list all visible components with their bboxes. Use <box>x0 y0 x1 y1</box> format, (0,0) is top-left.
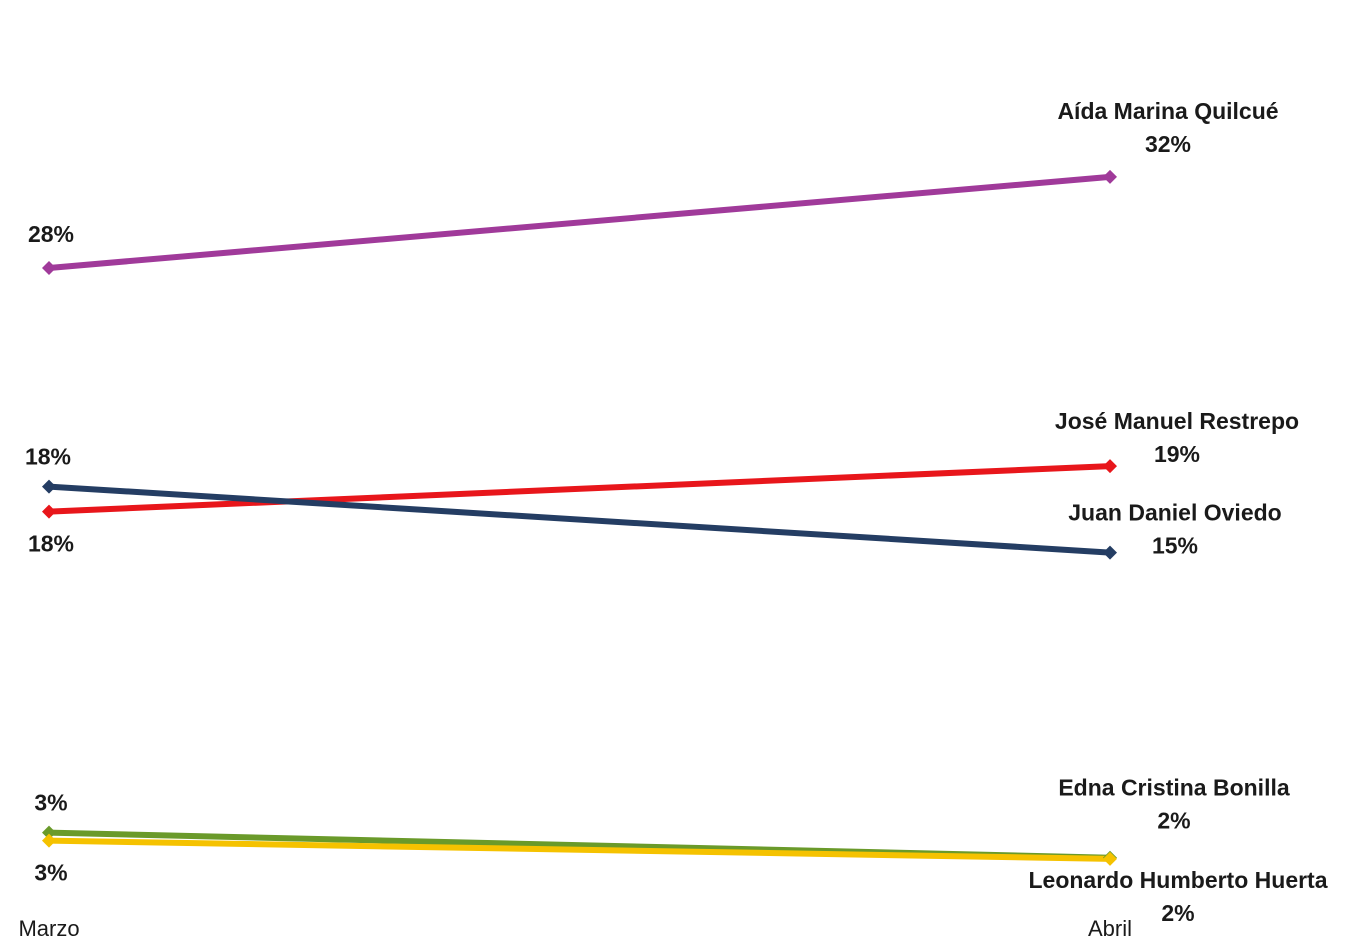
marker-juan-daniel-oviedo-abril <box>1103 545 1117 560</box>
series-line-jose-manuel-restrepo <box>48 463 1111 515</box>
marker-leonardo-humberto-huerta-marzo <box>42 833 56 848</box>
marker-aida-marina-quilcue-abril <box>1103 169 1117 184</box>
value-label-jose-manuel-restrepo-abril: 19% <box>1154 441 1200 467</box>
value-label-edna-cristina-bonilla-abril: 2% <box>1157 808 1190 834</box>
series-line-leonardo-humberto-huerta <box>48 837 1111 862</box>
series-name-jose-manuel-restrepo: José Manuel Restrepo <box>1055 408 1299 434</box>
series-markers <box>42 169 1117 866</box>
value-label-leonardo-humberto-huerta-marzo: 3% <box>34 860 67 886</box>
series-line-aida-marina-quilcue <box>48 173 1111 271</box>
marker-edna-cristina-bonilla-marzo <box>42 825 56 840</box>
series-name-edna-cristina-bonilla: Edna Cristina Bonilla <box>1058 775 1290 801</box>
series-name-leonardo-humberto-huerta: Leonardo Humberto Huerta <box>1028 867 1327 893</box>
data-labels: 28% Aída Marina Quilcué 32% 18% José Manuel … <box>25 98 1328 926</box>
value-label-edna-cristina-bonilla-marzo: 3% <box>34 790 67 816</box>
marker-jose-manuel-restrepo-marzo <box>42 504 56 519</box>
value-label-aida-marina-quilcue-abril: 32% <box>1145 131 1191 157</box>
value-label-juan-daniel-oviedo-marzo: 18% <box>25 444 71 470</box>
series-name-aida-marina-quilcue: Aída Marina Quilcué <box>1057 98 1278 124</box>
marker-leonardo-humberto-huerta-abril <box>1103 851 1117 866</box>
value-label-juan-daniel-oviedo-abril: 15% <box>1152 533 1198 559</box>
x-axis-ticks: Marzo Abril <box>18 916 1132 941</box>
series-line-juan-daniel-oviedo <box>48 483 1111 556</box>
x-tick-abril: Abril <box>1088 916 1132 941</box>
marker-aida-marina-quilcue-marzo <box>42 260 56 275</box>
marker-juan-daniel-oviedo-marzo <box>42 479 56 494</box>
marker-jose-manuel-restrepo-abril <box>1103 459 1117 474</box>
x-tick-marzo: Marzo <box>18 916 79 941</box>
value-label-jose-manuel-restrepo-marzo: 18% <box>28 531 74 557</box>
value-label-leonardo-humberto-huerta-abril: 2% <box>1161 900 1194 926</box>
value-label-aida-marina-quilcue-marzo: 28% <box>28 221 74 247</box>
series-lines <box>48 173 1111 862</box>
series-name-juan-daniel-oviedo: Juan Daniel Oviedo <box>1068 500 1281 526</box>
